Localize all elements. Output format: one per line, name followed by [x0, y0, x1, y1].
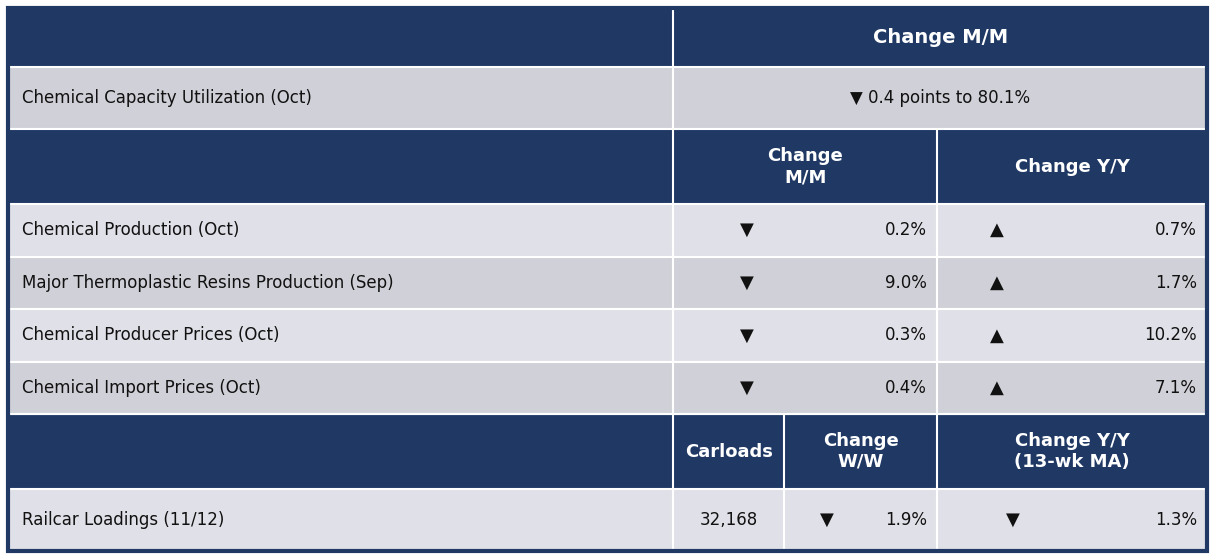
Text: ▼: ▼ [740, 274, 755, 292]
FancyBboxPatch shape [9, 309, 1206, 362]
Text: Railcar Loadings (11/12): Railcar Loadings (11/12) [22, 511, 225, 529]
Text: Change Y/Y: Change Y/Y [1015, 158, 1130, 176]
Text: Chemical Import Prices (Oct): Chemical Import Prices (Oct) [22, 379, 261, 397]
Text: 9.0%: 9.0% [886, 274, 927, 292]
FancyBboxPatch shape [9, 130, 1206, 204]
Text: Change
M/M: Change M/M [768, 147, 843, 186]
Text: ▲: ▲ [990, 326, 1004, 344]
Text: 7.1%: 7.1% [1155, 379, 1197, 397]
Text: 1.3%: 1.3% [1155, 511, 1197, 529]
Text: ▼: ▼ [740, 326, 755, 344]
FancyBboxPatch shape [9, 67, 1206, 130]
Text: ▼ 0.4 points to 80.1%: ▼ 0.4 points to 80.1% [850, 89, 1030, 107]
Text: 10.2%: 10.2% [1145, 326, 1197, 344]
Text: 0.2%: 0.2% [886, 221, 927, 239]
FancyBboxPatch shape [9, 414, 1206, 489]
FancyBboxPatch shape [9, 8, 1206, 67]
Text: Chemical Production (Oct): Chemical Production (Oct) [22, 221, 239, 239]
Text: Chemical Capacity Utilization (Oct): Chemical Capacity Utilization (Oct) [22, 89, 312, 107]
Text: 0.4%: 0.4% [886, 379, 927, 397]
Text: Major Thermoplastic Resins Production (Sep): Major Thermoplastic Resins Production (S… [22, 274, 394, 292]
FancyBboxPatch shape [9, 204, 1206, 257]
Text: 0.3%: 0.3% [886, 326, 927, 344]
Text: ▼: ▼ [740, 379, 755, 397]
Text: 1.9%: 1.9% [886, 511, 927, 529]
Text: Carloads: Carloads [685, 443, 773, 461]
FancyBboxPatch shape [9, 257, 1206, 309]
Text: ▲: ▲ [990, 221, 1004, 239]
Text: Change Y/Y
(13-wk MA): Change Y/Y (13-wk MA) [1015, 432, 1130, 471]
FancyBboxPatch shape [9, 362, 1206, 414]
Text: 32,168: 32,168 [700, 511, 758, 529]
Text: Change M/M: Change M/M [872, 28, 1007, 47]
Text: ▼: ▼ [1006, 511, 1019, 529]
Text: Change
W/W: Change W/W [823, 432, 899, 471]
Text: Chemical Producer Prices (Oct): Chemical Producer Prices (Oct) [22, 326, 279, 344]
Text: 1.7%: 1.7% [1155, 274, 1197, 292]
Text: ▲: ▲ [990, 274, 1004, 292]
Text: ▼: ▼ [740, 221, 755, 239]
Text: ▼: ▼ [820, 511, 833, 529]
Text: ▲: ▲ [990, 379, 1004, 397]
FancyBboxPatch shape [9, 489, 1206, 551]
Text: 0.7%: 0.7% [1155, 221, 1197, 239]
